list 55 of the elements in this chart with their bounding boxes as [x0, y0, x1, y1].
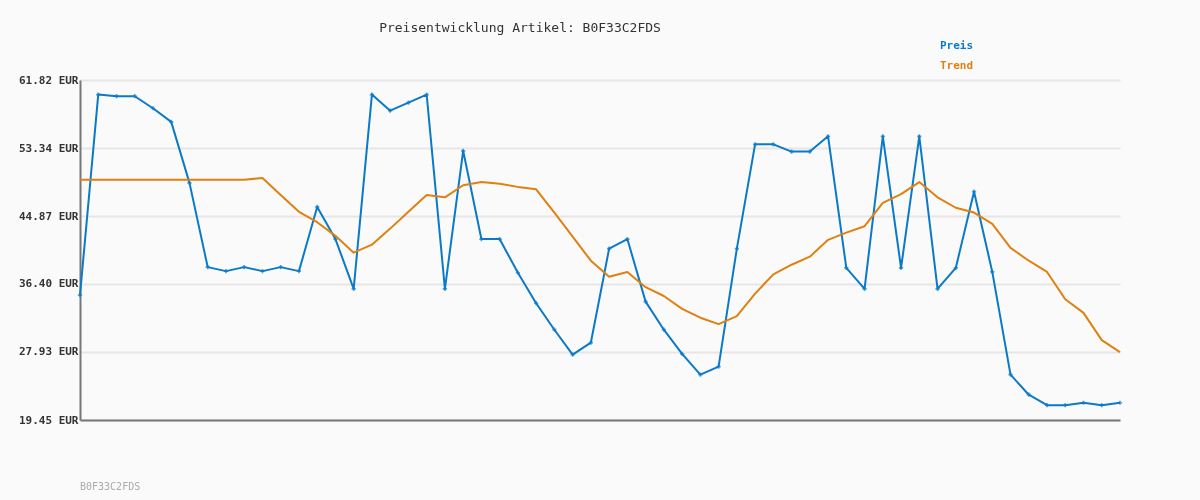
point — [1099, 403, 1104, 408]
point — [734, 246, 739, 251]
y-tick-label: 44.87 EUR — [18, 209, 79, 223]
point — [242, 265, 247, 270]
point — [96, 92, 101, 97]
point — [205, 265, 210, 270]
point — [825, 134, 831, 139]
point — [552, 327, 557, 332]
point — [1044, 403, 1050, 408]
text: B0F33C2FDS — [80, 481, 141, 492]
chart-title: Preisentwicklung Artikel: B0F33C2FDS — [379, 20, 661, 35]
point — [971, 189, 977, 194]
point — [917, 134, 922, 139]
point — [223, 269, 229, 274]
point — [296, 269, 302, 274]
y-tick-label: 19.45 EUR — [18, 413, 79, 427]
point — [990, 269, 995, 275]
y-tick-label: 53.34 EUR — [18, 141, 79, 155]
point — [661, 327, 666, 332]
y-tick-label: 27.93 EUR — [18, 345, 79, 359]
point — [862, 286, 867, 291]
point — [1008, 372, 1013, 377]
point — [132, 94, 137, 99]
point — [278, 265, 283, 270]
point — [880, 134, 885, 139]
point — [388, 108, 393, 113]
point — [953, 265, 958, 271]
y-tick-label: 36.40 EUR — [18, 277, 79, 291]
point — [369, 92, 375, 97]
point — [333, 236, 338, 242]
text: Preis — [940, 39, 974, 52]
point — [114, 94, 119, 99]
line-series — [79, 177, 1121, 354]
point — [935, 286, 940, 291]
point — [187, 180, 192, 185]
point — [844, 265, 849, 271]
point — [1063, 403, 1068, 408]
point — [1081, 400, 1086, 405]
point — [351, 286, 356, 291]
y-tick-label: 61.82 EUR — [18, 73, 79, 87]
point — [534, 301, 539, 306]
point — [424, 92, 429, 97]
point — [260, 269, 265, 274]
point — [679, 351, 685, 356]
text: Trend — [940, 59, 974, 72]
point — [1026, 392, 1031, 397]
point — [807, 149, 812, 154]
point — [77, 293, 83, 298]
point — [169, 119, 174, 125]
point — [461, 148, 466, 153]
point — [150, 106, 156, 111]
point — [515, 270, 521, 275]
point — [588, 340, 593, 345]
point — [479, 236, 484, 242]
point — [607, 246, 612, 251]
